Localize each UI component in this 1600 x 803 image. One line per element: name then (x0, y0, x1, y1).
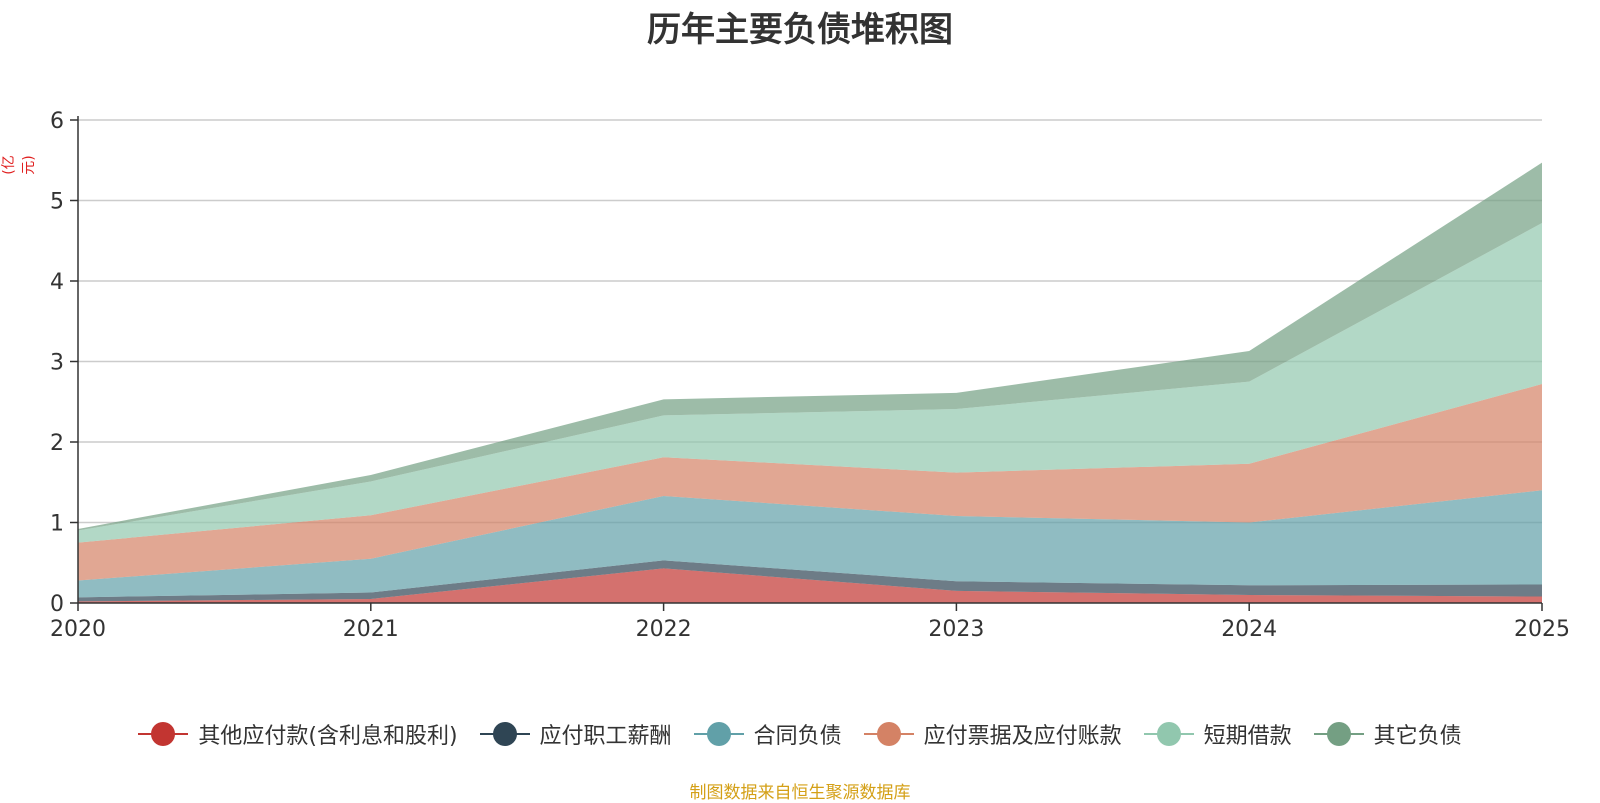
legend-label: 短期借款 (1203, 724, 1292, 749)
legend-marker-icon (479, 722, 530, 746)
y-tick-label: 1 (50, 512, 64, 537)
legend-label: 其他应付款(含利息和股利) (198, 724, 458, 749)
axis-layer: 0 1 2 3 4 5 6 2020 2021 2022 2023 2024 2025 (50, 109, 1570, 642)
y-tick-label: 4 (50, 270, 64, 295)
legend-marker-icon (863, 722, 914, 746)
source-note: 制图数据来自恒生聚源数据库 (689, 783, 911, 803)
legend-item-0[interactable]: 其他应付款(含利息和股利) (138, 718, 458, 750)
area-series-0[interactable] (78, 568, 1542, 603)
legend-label: 合同负债 (753, 724, 842, 749)
chart-title: 历年主要负债堆积图 (647, 10, 953, 50)
y-tick-label: 0 (50, 592, 64, 617)
legend-label: 应付职工薪酬 (539, 724, 672, 749)
legend-marker-icon (1143, 722, 1194, 746)
x-tick-label: 2022 (636, 617, 692, 642)
x-tick-label: 2020 (50, 617, 106, 642)
x-tick-label: 2023 (928, 617, 984, 642)
legend-item-5[interactable]: 其它负债 (1313, 718, 1462, 750)
legend-marker-icon (138, 722, 189, 746)
y-tick-label: 5 (50, 190, 64, 215)
area-series-4[interactable] (78, 223, 1542, 543)
area-series-2[interactable] (78, 490, 1542, 598)
y-tick-label: 2 (50, 431, 64, 456)
x-tick-label: 2025 (1514, 617, 1570, 642)
legend-item-3[interactable]: 应付票据及应付账款 (863, 718, 1122, 750)
legend-marker-icon (693, 722, 744, 746)
area-series-1[interactable] (78, 560, 1542, 602)
legend-item-4[interactable]: 短期借款 (1143, 718, 1292, 750)
area-layer (78, 162, 1542, 603)
legend-item-1[interactable]: 应付职工薪酬 (479, 718, 672, 750)
legend-label: 其它负债 (1373, 724, 1462, 749)
x-tick-label: 2024 (1221, 617, 1277, 642)
y-tick-label: 3 (50, 351, 64, 376)
legend: 其他应付款(含利息和股利) 应付职工薪酬 合同负债 应付票据及应付账款 短期借款 其它负债 (0, 718, 1600, 750)
legend-item-2[interactable]: 合同负债 (693, 718, 842, 750)
legend-label: 应付票据及应付账款 (923, 724, 1122, 749)
legend-marker-icon (1313, 722, 1364, 746)
y-tick-label: 6 (50, 109, 64, 134)
area-series-3[interactable] (78, 384, 1542, 581)
x-tick-label: 2021 (343, 617, 399, 642)
